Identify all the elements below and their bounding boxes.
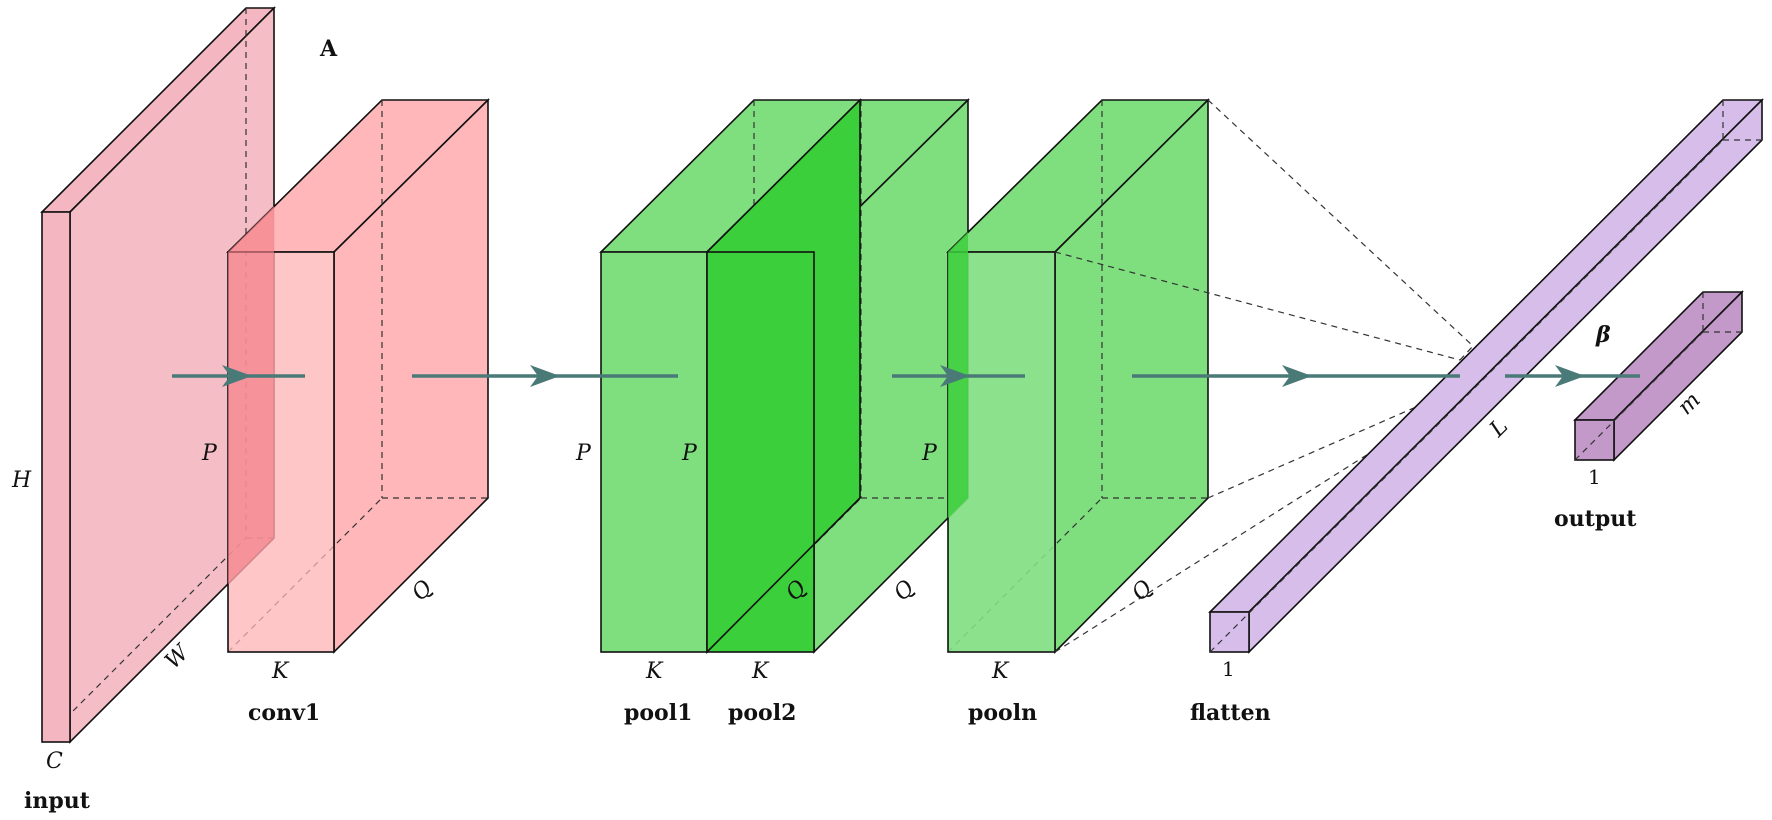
pool1-front-face xyxy=(600,251,708,653)
arrowhead xyxy=(530,365,560,387)
output-name: output xyxy=(1554,506,1637,532)
pool2-block xyxy=(600,98,970,654)
flatten-name: flatten xyxy=(1190,700,1271,726)
arrowhead xyxy=(940,365,970,387)
pooln-dim-q: Q xyxy=(1127,576,1157,606)
pooln-dim-p: P xyxy=(921,441,938,466)
input-dim-c: C xyxy=(46,749,63,774)
pool2-dim-q-outer: Q xyxy=(889,576,919,606)
flow-arrows xyxy=(172,365,1640,387)
conv1-dim-p: P xyxy=(201,441,218,466)
arrowhead xyxy=(1555,365,1585,387)
pooln-dim-k: K xyxy=(991,659,1010,684)
pool1-dim-p: P xyxy=(575,441,592,466)
pool2-dim-p: P xyxy=(681,441,698,466)
conv1-block xyxy=(226,98,490,654)
pool2-name: pool2 xyxy=(728,700,796,726)
pool2-dim-k: K xyxy=(751,659,770,684)
pooln-name: pooln xyxy=(968,700,1037,726)
flatten-dim-l: L xyxy=(1484,414,1513,443)
input-dim-h: H xyxy=(11,468,32,493)
pool1-name: pool1 xyxy=(624,700,692,726)
output-block xyxy=(1573,290,1744,462)
pool2-front-face xyxy=(706,251,815,653)
input-front-face xyxy=(41,211,71,743)
arrowhead xyxy=(1282,365,1312,387)
input-name: input xyxy=(24,788,91,814)
flatten-dim-1: 1 xyxy=(1222,657,1235,681)
output-symbol: β xyxy=(1595,322,1611,348)
pool1-dim-k: K xyxy=(645,659,664,684)
output-dim-1: 1 xyxy=(1588,465,1601,489)
pooln-block xyxy=(946,98,1210,654)
panel-label: A xyxy=(319,36,338,62)
conv1-dim-q: Q xyxy=(407,576,437,606)
conv1-name: conv1 xyxy=(248,700,320,726)
arrowhead xyxy=(222,365,252,387)
input-conv1-overlap xyxy=(228,206,274,584)
conv1-dim-k: K xyxy=(271,659,290,684)
